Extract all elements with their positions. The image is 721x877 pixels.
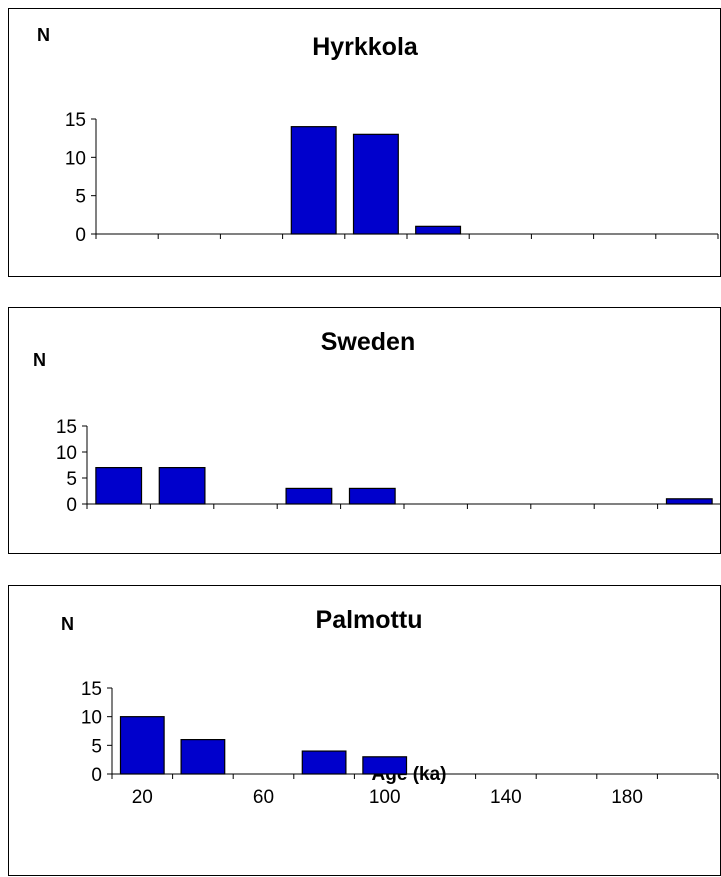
bar bbox=[415, 225, 462, 235]
y-axis-label: N bbox=[61, 614, 74, 634]
x-tick-label: 60 bbox=[253, 787, 274, 808]
chart-title: Hyrkkola bbox=[312, 33, 419, 61]
bar bbox=[348, 487, 396, 505]
x-tick-label: 100 bbox=[369, 787, 401, 808]
x-tick-label: 140 bbox=[490, 787, 522, 808]
y-tick-label: 10 bbox=[81, 708, 102, 729]
bar bbox=[158, 467, 206, 505]
chart-title: Palmottu bbox=[316, 606, 423, 634]
chart-hyrkkola: N Hyrkkola 0 5 10 15 bbox=[37, 25, 719, 246]
x-tick-label: 180 bbox=[611, 787, 643, 808]
chart-title: Sweden bbox=[321, 328, 415, 356]
bar bbox=[285, 487, 333, 505]
bar bbox=[119, 716, 165, 775]
bar bbox=[665, 498, 713, 505]
y-tick-label: 0 bbox=[66, 495, 77, 516]
bar bbox=[290, 126, 337, 235]
y-tick-label: 5 bbox=[66, 469, 77, 490]
y-tick-label: 0 bbox=[75, 225, 86, 246]
y-tick-label: 5 bbox=[75, 187, 86, 208]
y-tick-label: 15 bbox=[56, 417, 77, 438]
bar bbox=[352, 133, 399, 235]
y-tick-label: 0 bbox=[91, 765, 102, 786]
y-axis-label: N bbox=[33, 350, 46, 370]
bar bbox=[301, 750, 347, 775]
bar bbox=[362, 756, 408, 775]
y-tick-label: 10 bbox=[65, 148, 86, 169]
y-tick-label: 5 bbox=[91, 736, 102, 757]
x-tick-label: 20 bbox=[132, 787, 153, 808]
bar bbox=[95, 467, 143, 505]
bar bbox=[180, 739, 226, 775]
chart-panel-sweden: N Sweden 0 5 10 15 bbox=[8, 307, 721, 554]
y-tick-label: 15 bbox=[81, 679, 102, 700]
chart-panel-palmottu: N Palmottu Age (ka) 0 5 10 15 20 60 100 140 180 bbox=[8, 585, 721, 876]
y-tick-label: 15 bbox=[65, 110, 86, 131]
y-axis-label: N bbox=[37, 25, 50, 45]
y-tick-label: 10 bbox=[56, 443, 77, 464]
chart-sweden: N Sweden 0 5 10 15 bbox=[33, 328, 721, 516]
chart-panel-hyrkkola: N Hyrkkola 0 5 10 15 bbox=[8, 8, 721, 277]
